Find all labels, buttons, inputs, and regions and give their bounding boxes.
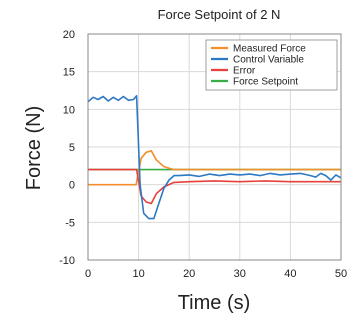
x-tick-label: 30 [234,268,246,280]
legend-label: Control Variable [233,55,304,66]
x-tick-label: 10 [132,268,144,280]
y-tick-label: 10 [63,104,75,116]
plot-frame [87,33,342,261]
series-layer [87,95,342,220]
series-line-control-variable [87,95,342,220]
x-tick-label: 50 [335,268,347,280]
chart-title: Force Setpoint of 2 N [158,7,281,22]
legend-label: Force Setpoint [233,77,298,88]
y-tick-label: 20 [63,29,75,41]
y-axis-label: Force (N) [23,106,45,190]
x-tick-label: 0 [85,268,91,280]
y-tick-label: 15 [63,67,75,79]
y-tick-label: -10 [59,255,75,267]
y-tick-label: 5 [69,142,75,154]
series-line-measured-force [88,150,341,186]
x-axis-label: Time (s) [178,292,251,314]
x-tick-label: 20 [183,268,195,280]
x-tick-label: 40 [284,268,296,280]
legend-label: Measured Force [233,44,306,55]
y-tick-label: -5 [65,217,75,229]
y-tick-label: 0 [69,180,75,192]
legend-label: Error [233,66,256,77]
series-line-error [88,168,341,205]
